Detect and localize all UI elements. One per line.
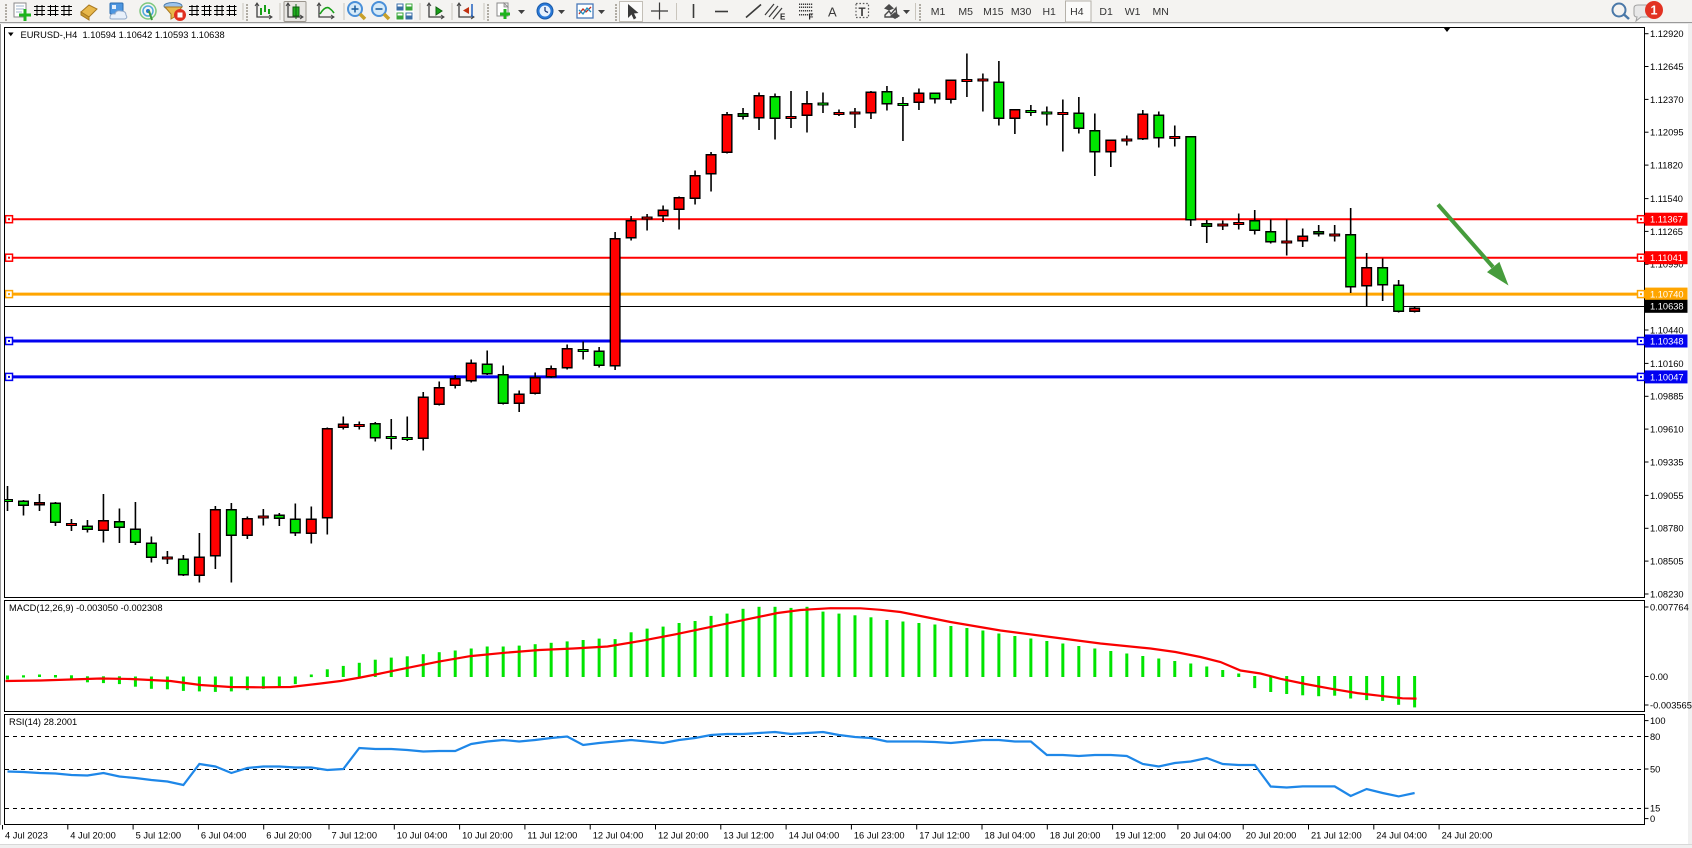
- svg-text:20 Jul 04:00: 20 Jul 04:00: [1180, 831, 1231, 841]
- svg-text:D1: D1: [1099, 6, 1113, 18]
- svg-text:1.11540: 1.11540: [1650, 194, 1683, 204]
- svg-text:1.11820: 1.11820: [1650, 161, 1683, 171]
- svg-text:E: E: [780, 13, 786, 22]
- svg-text:24 Jul 04:00: 24 Jul 04:00: [1376, 831, 1427, 841]
- svg-text:1.10638: 1.10638: [1650, 302, 1684, 312]
- svg-text:10 Jul 20:00: 10 Jul 20:00: [462, 831, 513, 841]
- svg-text:MACD(12,26,9) -0.003050 -0.002: MACD(12,26,9) -0.003050 -0.002308: [9, 603, 163, 613]
- svg-text:0: 0: [1650, 814, 1655, 824]
- svg-text:1.11041: 1.11041: [1650, 253, 1683, 263]
- svg-text:1.11367: 1.11367: [1650, 215, 1683, 225]
- svg-text:1.10440: 1.10440: [1650, 325, 1684, 335]
- svg-text:1.10740: 1.10740: [1650, 290, 1684, 300]
- svg-text:W1: W1: [1125, 6, 1141, 18]
- svg-text:100: 100: [1650, 716, 1666, 726]
- svg-text:15: 15: [1650, 804, 1660, 814]
- svg-text:M15: M15: [983, 6, 1004, 18]
- svg-text:1.10348: 1.10348: [1650, 336, 1684, 346]
- svg-text:18 Jul 04:00: 18 Jul 04:00: [985, 831, 1036, 841]
- svg-text:M30: M30: [1011, 6, 1032, 18]
- svg-text:1.10160: 1.10160: [1650, 359, 1684, 369]
- svg-text:A: A: [828, 5, 837, 20]
- svg-text:17 Jul 12:00: 17 Jul 12:00: [919, 831, 970, 841]
- svg-text:18 Jul 20:00: 18 Jul 20:00: [1050, 831, 1101, 841]
- svg-text:6 Jul 04:00: 6 Jul 04:00: [201, 831, 247, 841]
- svg-text:1.11265: 1.11265: [1650, 227, 1683, 237]
- svg-text:11 Jul 12:00: 11 Jul 12:00: [527, 831, 577, 841]
- svg-text:16 Jul 23:00: 16 Jul 23:00: [854, 831, 905, 841]
- svg-text:T: T: [859, 7, 866, 19]
- svg-text:7 Jul 12:00: 7 Jul 12:00: [332, 831, 378, 841]
- svg-text:1.09610: 1.09610: [1650, 425, 1684, 435]
- svg-text:4 Jul 2023: 4 Jul 2023: [5, 831, 48, 841]
- svg-text:0.007764: 0.007764: [1650, 602, 1689, 612]
- svg-text:1.09055: 1.09055: [1650, 491, 1684, 501]
- svg-text:EURUSD-,H4 1.10594 1.10642 1.: EURUSD-,H4 1.10594 1.10642 1.10593 1.106…: [21, 30, 225, 40]
- svg-text:1.12920: 1.12920: [1650, 29, 1684, 39]
- svg-text:1.12645: 1.12645: [1650, 62, 1684, 72]
- svg-text:0.00: 0.00: [1650, 672, 1668, 682]
- svg-text:M1: M1: [931, 6, 946, 18]
- svg-text:19 Jul 12:00: 19 Jul 12:00: [1115, 831, 1166, 841]
- svg-text:-0.003565: -0.003565: [1650, 700, 1692, 710]
- svg-text:H1: H1: [1042, 6, 1056, 18]
- svg-text:5 Jul 12:00: 5 Jul 12:00: [136, 831, 182, 841]
- svg-text:21 Jul 12:00: 21 Jul 12:00: [1311, 831, 1362, 841]
- svg-text:1.12370: 1.12370: [1650, 95, 1684, 105]
- svg-text:1.08230: 1.08230: [1650, 589, 1684, 599]
- svg-text:4 Jul 20:00: 4 Jul 20:00: [70, 831, 116, 841]
- svg-text:H4: H4: [1070, 6, 1084, 18]
- svg-text:M5: M5: [958, 6, 973, 18]
- svg-text:1.08505: 1.08505: [1650, 557, 1684, 567]
- svg-text:50: 50: [1650, 764, 1660, 774]
- svg-text:6 Jul 20:00: 6 Jul 20:00: [266, 831, 312, 841]
- svg-text:F: F: [809, 13, 814, 22]
- svg-text:14 Jul 04:00: 14 Jul 04:00: [789, 831, 840, 841]
- svg-text:24 Jul 20:00: 24 Jul 20:00: [1442, 831, 1493, 841]
- svg-text:1.09335: 1.09335: [1650, 457, 1684, 467]
- svg-text:1.09885: 1.09885: [1650, 392, 1684, 402]
- svg-text:1.12095: 1.12095: [1650, 128, 1684, 138]
- svg-text:1.10990: 1.10990: [1650, 260, 1684, 270]
- svg-text:13 Jul 12:00: 13 Jul 12:00: [723, 831, 774, 841]
- svg-text:MN: MN: [1153, 6, 1169, 18]
- svg-text:1: 1: [1651, 4, 1658, 18]
- svg-text:80: 80: [1650, 732, 1660, 742]
- svg-text:1.08780: 1.08780: [1650, 524, 1684, 534]
- svg-text:10 Jul 04:00: 10 Jul 04:00: [397, 831, 448, 841]
- svg-text:1.10047: 1.10047: [1650, 372, 1684, 382]
- svg-text:12 Jul 04:00: 12 Jul 04:00: [593, 831, 644, 841]
- svg-text:12 Jul 20:00: 12 Jul 20:00: [658, 831, 709, 841]
- svg-text:20 Jul 20:00: 20 Jul 20:00: [1246, 831, 1297, 841]
- svg-text:RSI(14) 28.2001: RSI(14) 28.2001: [9, 717, 77, 727]
